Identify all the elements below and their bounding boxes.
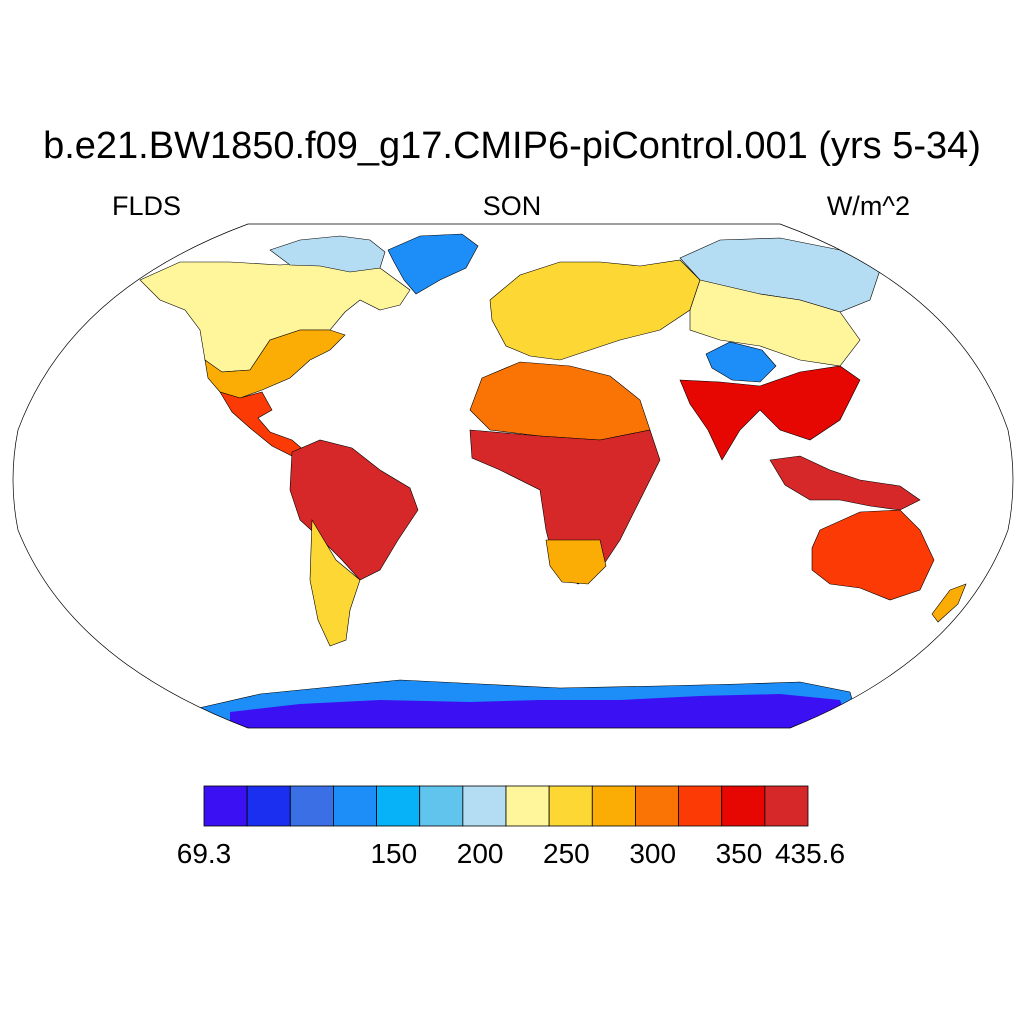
region-maritime-continent	[769, 455, 921, 511]
colorbar-swatch	[289, 785, 334, 827]
region-india-southeast-asia	[679, 365, 861, 461]
colorbar-tick-label: 350	[715, 838, 763, 869]
colorbar-swatch	[548, 785, 593, 827]
region-africa-north	[469, 361, 651, 441]
colorbar-swatch	[764, 785, 809, 827]
colorbar-swatch	[376, 785, 421, 827]
colorbar-swatch	[635, 785, 679, 827]
colorbar-tick-label: 435.6	[774, 838, 846, 869]
map-boundary	[12, 223, 1014, 729]
colorbar-swatch	[505, 785, 550, 827]
region-asia-mid	[689, 279, 861, 367]
region-new-zealand	[931, 583, 967, 623]
region-canadian-arctic	[269, 235, 386, 273]
colorbar-swatch	[246, 785, 291, 827]
variable-name-label: FLDS	[112, 191, 182, 221]
region-south-america	[289, 439, 419, 581]
colorbar-tick-label: 69.3	[176, 838, 232, 869]
region-greenland	[387, 233, 479, 295]
colorbar-swatch	[462, 785, 507, 827]
colorbar-swatch	[333, 785, 377, 827]
colorbar-swatch	[203, 785, 248, 827]
region-mexico-central-america	[219, 391, 307, 459]
units-label: W/m^2	[826, 191, 910, 221]
colorbar-tick-label: 300	[629, 838, 677, 869]
colorbar	[203, 785, 809, 827]
colorbar-swatch	[591, 785, 636, 827]
region-australia	[811, 509, 935, 601]
region-africa-south	[545, 539, 607, 585]
plot-title: b.e21.BW1850.f09_g17.CMIP6-piControl.001…	[43, 125, 981, 167]
colorbar-swatch	[678, 785, 723, 827]
colorbar-tick-label: 200	[456, 838, 504, 869]
region-patagonia	[309, 518, 361, 647]
colorbar-tick-label: 250	[543, 838, 590, 869]
colorbar-swatch	[419, 785, 464, 827]
region-tibet	[705, 341, 777, 383]
region-europe	[489, 259, 701, 361]
season-label: SON	[482, 191, 542, 221]
colorbar-swatch	[721, 785, 766, 827]
region-antarctica	[230, 694, 850, 728]
colorbar-tick-label: 150	[370, 838, 418, 869]
